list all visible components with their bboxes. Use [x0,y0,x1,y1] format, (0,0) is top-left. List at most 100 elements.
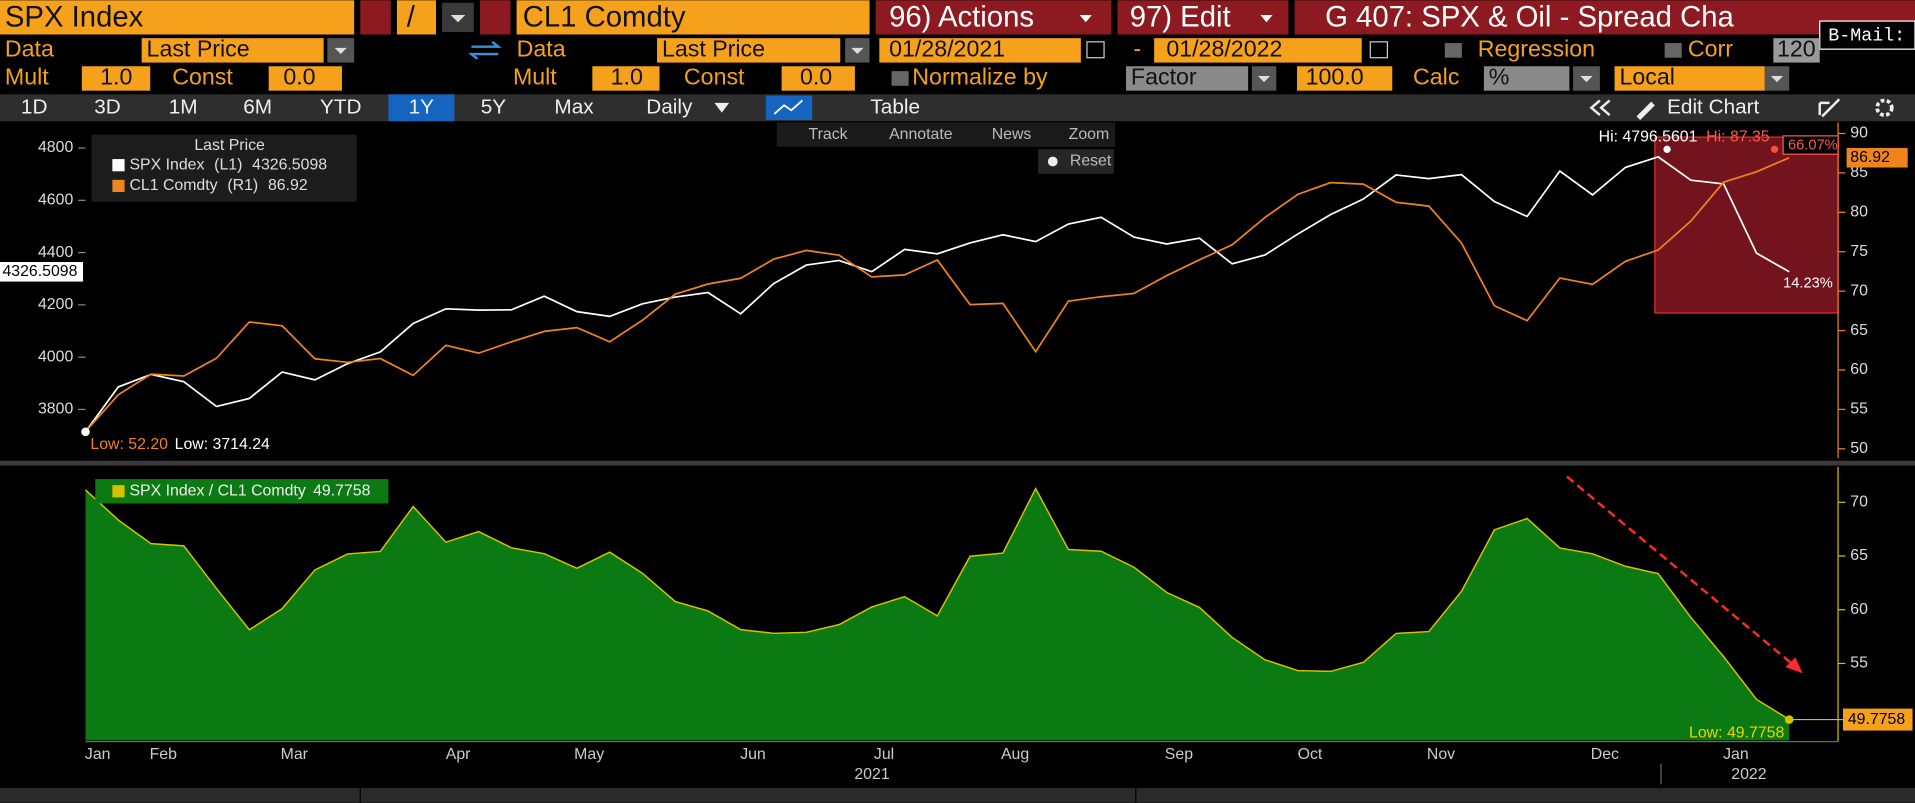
chart-tool[interactable]: News [992,126,1032,143]
corr-window[interactable]: 120 [1777,36,1816,62]
legend-swatch [112,485,125,498]
input-box[interactable] [592,66,660,91]
y2-tick-label: 50 [1850,440,1868,457]
edit-chart[interactable]: Edit Chart [1667,95,1759,118]
security-box[interactable] [0,0,355,35]
input-box[interactable] [81,66,151,91]
input-box[interactable] [1297,66,1393,91]
y2-tick-label: 80 [1850,203,1868,220]
annotation: Low: 3714.24 [175,436,270,453]
label: Data [517,36,566,62]
legend-swatch [112,159,125,172]
frequency[interactable]: Daily [646,95,693,118]
operator[interactable]: / [407,0,416,33]
x-tick-label: Aug [1001,746,1029,763]
title-bar [1294,0,1915,35]
input-box[interactable] [268,66,342,91]
tab[interactable]: 1M [169,95,198,118]
date-box[interactable] [879,38,1081,63]
legend-name: SPX Index [129,156,204,173]
tab[interactable]: 1D [21,95,48,118]
security1[interactable]: SPX Index [5,0,144,33]
regression[interactable]: Regression [1478,36,1595,62]
swap-icon[interactable] [467,40,502,60]
y-tick-label: 4000 [38,348,73,365]
reset[interactable]: Reset [1070,153,1112,170]
label: Const [684,64,745,90]
gear-icon[interactable] [1875,98,1894,117]
start-date[interactable]: 01/28/2021 [889,36,1005,62]
const[interactable]: 0.0 [800,64,832,90]
tab[interactable]: 5Y [481,95,507,118]
title: G 407: SPX & Oil - Spread Cha [1325,0,1734,33]
checkbox[interactable] [891,71,909,86]
security2[interactable]: CL1 Comdty [523,0,686,33]
factor[interactable]: 100.0 [1306,64,1364,90]
y-tick-label: 4400 [38,244,73,261]
normalize[interactable]: Normalize by [912,64,1048,90]
field[interactable]: Last Price [147,36,250,62]
annotation: Low: 52.20 [90,436,168,453]
annotation: 14.23% [1783,276,1833,292]
chart-tools-bar [776,122,1116,147]
tab[interactable]: YTD [320,95,362,118]
operator-box[interactable] [396,0,437,35]
collapse-icon[interactable] [1589,99,1611,117]
legend-value: 49.7758 [313,482,371,499]
reset-icon [1047,156,1058,167]
security-box[interactable] [516,0,870,35]
series-line [84,156,1790,433]
chart-tool[interactable]: Annotate [889,126,953,143]
spacer [479,0,511,35]
x-tick-label: Feb [150,746,178,763]
bmail[interactable]: B-Mail: [1828,27,1905,47]
corr-box[interactable] [1773,38,1820,63]
chart-tool[interactable]: Zoom [1069,126,1110,143]
corr[interactable]: Corr [1688,36,1733,62]
normalize-method[interactable]: Factor [1131,64,1197,90]
table-tab[interactable]: Table [870,95,920,118]
y-tick-label: 3800 [38,401,73,418]
date-box[interactable] [1154,38,1362,63]
tab[interactable]: 1Y [409,95,435,118]
chart-tool[interactable]: Track [809,126,848,143]
tab[interactable]: 6M [243,95,272,118]
select-box[interactable] [1126,66,1249,91]
select-box[interactable] [1614,66,1765,91]
annotation: Low: 49.7758 [1689,724,1784,741]
arrow [450,14,466,23]
edit[interactable]: 97) Edit [1130,0,1231,33]
arrow [1260,14,1273,23]
mult[interactable]: 1.0 [611,64,643,90]
calc[interactable]: % [1489,64,1510,90]
field-box[interactable] [141,38,324,63]
checkbox[interactable] [1444,43,1462,58]
last-marker [1784,715,1794,724]
field-box[interactable] [657,38,841,63]
end-date[interactable]: 01/28/2022 [1166,36,1282,62]
legend-name: SPX Index / CL1 Comdty [129,482,305,499]
input-box[interactable] [781,66,855,91]
tab[interactable]: 3D [94,95,121,118]
field[interactable]: Last Price [662,36,765,62]
x-tick-label: Jul [874,746,894,763]
const[interactable]: 0.0 [283,64,315,90]
pane-separator [0,460,1915,466]
checkbox[interactable] [1664,43,1682,58]
select-box[interactable] [1483,66,1570,91]
actions[interactable]: 96) Actions [889,0,1034,33]
arrow [334,47,347,55]
currency[interactable]: Local [1619,64,1674,90]
actions-button[interactable] [875,0,1112,35]
annotation: Hi: 87.35 [1706,128,1770,145]
edit-button[interactable] [1117,0,1289,35]
y2-tick-label: 70 [1850,282,1868,299]
calendar-icon[interactable] [1086,41,1105,59]
y-tick-label: 4200 [38,296,73,313]
mult[interactable]: 1.0 [100,64,132,90]
tab[interactable]: Max [554,95,594,118]
bmail-box[interactable] [1819,20,1915,50]
draw-icon[interactable] [1818,98,1841,118]
calendar-icon[interactable] [1369,41,1389,59]
